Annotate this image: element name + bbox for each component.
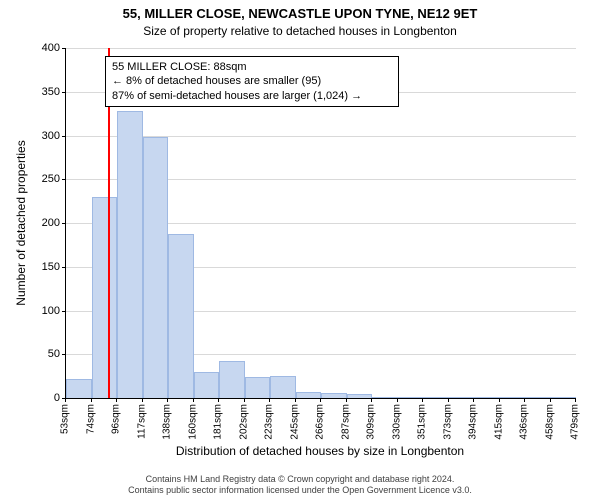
x-tick-label: 351sqm (417, 404, 428, 440)
x-tick-label: 394sqm (468, 404, 479, 440)
x-tick-label: 458sqm (544, 404, 555, 440)
x-tick-mark (91, 398, 92, 402)
x-tick-mark (269, 398, 270, 402)
x-tick-mark (295, 398, 296, 402)
footer-line: Contains HM Land Registry data © Crown c… (0, 474, 600, 485)
histogram-bar (525, 397, 551, 398)
y-tick-label: 150 (10, 261, 60, 273)
y-tick-label: 350 (10, 86, 60, 98)
histogram-bar (372, 397, 398, 398)
x-tick-mark (575, 398, 576, 402)
y-tick-label: 100 (10, 305, 60, 317)
annotation-line: ← 8% of detached houses are smaller (95) (112, 74, 392, 88)
x-tick-mark (550, 398, 551, 402)
chart-container: 55, MILLER CLOSE, NEWCASTLE UPON TYNE, N… (0, 0, 600, 500)
x-tick-mark (218, 398, 219, 402)
x-tick-label: 53sqm (60, 404, 71, 434)
histogram-bar (423, 397, 449, 398)
chart-title: 55, MILLER CLOSE, NEWCASTLE UPON TYNE, N… (0, 6, 600, 21)
x-tick-mark (473, 398, 474, 402)
x-tick-mark (142, 398, 143, 402)
x-tick-mark (65, 398, 66, 402)
histogram-bar (551, 397, 577, 398)
x-tick-label: 436sqm (519, 404, 530, 440)
footer-attribution: Contains HM Land Registry data © Crown c… (0, 474, 600, 497)
histogram-bar (398, 397, 424, 398)
histogram-bar (143, 137, 169, 398)
chart-subtitle: Size of property relative to detached ho… (0, 24, 600, 38)
x-tick-label: 181sqm (213, 404, 224, 440)
annotation-line: 55 MILLER CLOSE: 88sqm (112, 60, 392, 74)
annotation-line: 87% of semi-detached houses are larger (… (112, 89, 392, 103)
y-tick-label: 400 (10, 42, 60, 54)
histogram-bar (321, 393, 347, 398)
x-tick-label: 223sqm (264, 404, 275, 440)
x-tick-label: 415sqm (493, 404, 504, 440)
histogram-bar (92, 197, 118, 398)
annotation-box: 55 MILLER CLOSE: 88sqm ← 8% of detached … (105, 56, 399, 107)
x-tick-label: 74sqm (85, 404, 96, 434)
histogram-bar (168, 234, 194, 399)
y-tick-label: 200 (10, 217, 60, 229)
x-tick-label: 266sqm (315, 404, 326, 440)
histogram-bar (194, 372, 220, 398)
x-tick-label: 309sqm (366, 404, 377, 440)
x-tick-label: 479sqm (570, 404, 581, 440)
x-tick-mark (244, 398, 245, 402)
x-tick-mark (193, 398, 194, 402)
y-tick-label: 50 (10, 348, 60, 360)
x-tick-mark (397, 398, 398, 402)
gridline (66, 48, 576, 49)
y-tick-label: 250 (10, 173, 60, 185)
x-tick-label: 117sqm (136, 404, 147, 439)
x-tick-mark (346, 398, 347, 402)
histogram-bar (296, 392, 322, 398)
histogram-bar (245, 377, 271, 398)
x-tick-mark (371, 398, 372, 402)
x-tick-label: 245sqm (289, 404, 300, 440)
histogram-bar (474, 397, 500, 398)
histogram-bar (117, 111, 143, 398)
x-tick-mark (524, 398, 525, 402)
histogram-bar (270, 376, 296, 398)
x-tick-label: 287sqm (340, 404, 351, 440)
x-tick-label: 96sqm (111, 404, 122, 434)
y-tick-label: 0 (10, 392, 60, 404)
footer-line: Contains public sector information licen… (0, 485, 600, 496)
y-tick-label: 300 (10, 130, 60, 142)
x-tick-mark (448, 398, 449, 402)
histogram-bar (347, 394, 373, 398)
x-tick-mark (167, 398, 168, 402)
x-tick-label: 373sqm (442, 404, 453, 440)
histogram-bar (449, 397, 475, 398)
x-axis-label: Distribution of detached houses by size … (65, 444, 575, 458)
x-tick-mark (499, 398, 500, 402)
histogram-bar (500, 397, 526, 398)
x-tick-label: 160sqm (187, 404, 198, 440)
histogram-bar (66, 379, 92, 398)
x-tick-label: 330sqm (391, 404, 402, 440)
x-tick-mark (320, 398, 321, 402)
histogram-bar (219, 361, 245, 398)
x-tick-mark (422, 398, 423, 402)
x-tick-mark (116, 398, 117, 402)
x-tick-label: 202sqm (238, 404, 249, 440)
x-tick-label: 138sqm (162, 404, 173, 440)
